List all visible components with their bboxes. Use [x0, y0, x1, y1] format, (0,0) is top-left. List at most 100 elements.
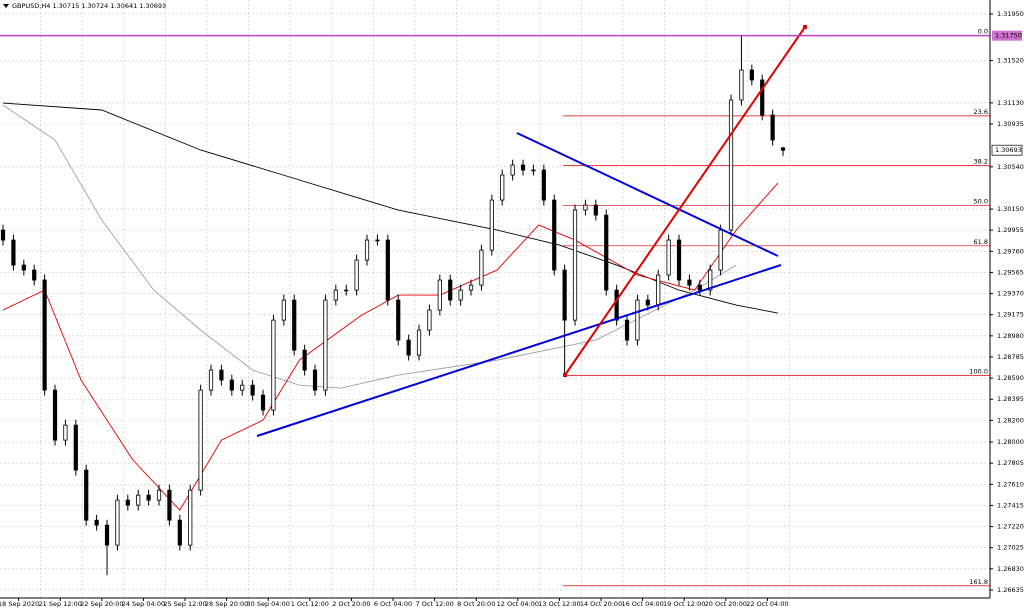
y-tick-label: 1.28395 [997, 395, 1024, 403]
candle-body [0, 229, 6, 241]
fib-label: 100.0 [969, 368, 988, 376]
candle-body [344, 289, 349, 292]
price-tag [991, 144, 1023, 156]
candle-body [427, 309, 432, 331]
candle-body [666, 239, 671, 276]
y-tick-label: 1.28785 [997, 353, 1024, 361]
x-tick-label: 25 Sep 12:00 [163, 600, 206, 608]
x-tick-label: 1 Oct 12:00 [291, 600, 329, 608]
candle-body [354, 259, 359, 291]
price-tag [992, 30, 1022, 41]
candle-body [583, 204, 588, 211]
candle-body [167, 489, 172, 521]
price-tag-label: 1.31750 [995, 32, 1022, 40]
fib-label: 161.8 [969, 578, 988, 586]
candle-body [739, 69, 744, 101]
candle-body [42, 279, 47, 391]
y-tick-label: 1.30540 [997, 163, 1024, 171]
x-tick-label: 22 Sep 20:00 [80, 600, 123, 608]
candle-body [84, 469, 89, 521]
candle-body [760, 79, 765, 116]
y-tick-label: 1.30150 [997, 205, 1024, 213]
x-tick-label: 16 Oct 04:00 [621, 600, 663, 608]
menu-arrow[interactable] [3, 4, 9, 8]
candle-body [323, 299, 328, 391]
candle-body [500, 174, 505, 201]
candle-body [208, 369, 214, 391]
candle-body [572, 209, 578, 321]
candle-body [562, 269, 567, 321]
y-tick-label: 1.27610 [997, 480, 1024, 488]
y-tick-label: 1.29370 [997, 290, 1024, 298]
candle-body [136, 494, 141, 506]
x-tick-label: 12 Oct 04:00 [497, 600, 539, 608]
candle-body [177, 519, 182, 546]
y-tick-label: 1.27415 [997, 501, 1024, 509]
y-tick-label: 1.28590 [997, 374, 1024, 382]
candle-body [624, 319, 630, 341]
x-tick-label: 14 Oct 20:00 [580, 600, 622, 608]
y-tick-label: 1.28000 [997, 438, 1024, 446]
x-tick-label: 20 Oct 20:00 [705, 600, 747, 608]
candle-body [531, 169, 536, 172]
trendline [256, 264, 782, 437]
candle-body [11, 239, 16, 266]
candle-body [448, 279, 453, 301]
candle-body [614, 289, 619, 321]
candle-body [156, 489, 162, 501]
candle-body [104, 524, 110, 546]
y-tick-label: 1.29565 [997, 268, 1024, 276]
candle-body [406, 339, 411, 356]
fib-label: 50.0 [974, 198, 988, 206]
x-tick-label: 21 Sep 12:00 [39, 600, 82, 608]
candle-body [489, 199, 494, 251]
x-tick-label: 28 Sep 20:00 [205, 600, 248, 608]
candle-body [292, 299, 297, 351]
x-tick-label: 24 Sep 04:00 [122, 600, 165, 608]
y-tick-label: 1.28980 [997, 332, 1024, 340]
trendline [516, 132, 779, 257]
y-tick-label: 1.29955 [997, 226, 1024, 234]
grid [0, 0, 990, 598]
candle-body [645, 299, 650, 306]
x-tick-label: 2 Oct 20:00 [332, 600, 370, 608]
candle-body [260, 394, 266, 411]
candle-body [728, 99, 734, 231]
y-tick-label: 1.30935 [997, 120, 1024, 128]
y-tick-label: 1.29760 [997, 247, 1024, 255]
candle-body [468, 284, 474, 291]
candle-body [146, 494, 151, 501]
x-tick-label: 30 Sep 04:00 [247, 600, 290, 608]
candle-body [458, 289, 463, 301]
anchor [563, 373, 567, 377]
y-tick-label: 1.31130 [997, 99, 1024, 107]
candle-body [32, 269, 37, 281]
y-tick-label: 1.27220 [997, 523, 1024, 531]
candle-body [593, 204, 598, 216]
candle-body [479, 249, 484, 286]
candle-body [73, 424, 78, 471]
candle-body [708, 269, 713, 291]
x-tick-label: 6 Oct 04:00 [374, 600, 412, 608]
candle-body [676, 239, 682, 281]
candle-body [115, 499, 120, 546]
candle-body [770, 114, 775, 141]
y-tick-label: 1.28200 [997, 416, 1024, 424]
candle-body [416, 329, 422, 356]
x-tick-label: 22 Oct 04:00 [746, 600, 788, 608]
candle-body [333, 289, 338, 301]
y-tick-label: 1.27805 [997, 459, 1024, 467]
candle-body [780, 147, 786, 151]
candle-body [250, 384, 255, 396]
candle-body [125, 499, 130, 506]
candle-body [520, 164, 526, 171]
candle-body [229, 379, 234, 391]
fib-label: 0.0 [978, 28, 988, 36]
candle-body [604, 214, 609, 291]
y-tick-label: 1.31520 [997, 57, 1024, 65]
marks [0, 35, 786, 576]
x-tick-label: 18 Sep 2020 [0, 600, 39, 608]
